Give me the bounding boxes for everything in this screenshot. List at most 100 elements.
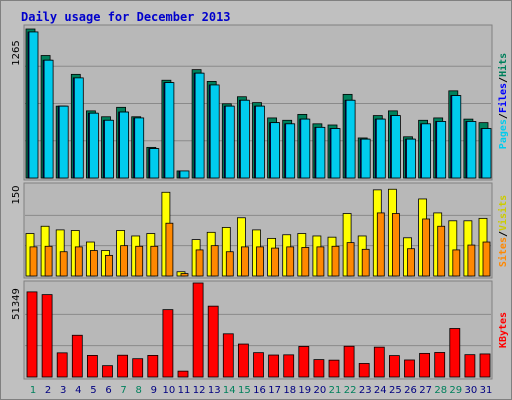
bar-sites (271, 247, 280, 277)
x-tick-label: 30 (465, 385, 478, 396)
x-tick-label: 20 (314, 385, 327, 396)
legend-separator: / (498, 231, 509, 237)
x-axis-day-labels: 1 2 3 4 5 6 7 8 9 10 11 12 13 14 15 16 17 18 19 20 21 22 23 24 2… (30, 385, 493, 396)
x-tick-label: 26 (404, 385, 417, 396)
bar-sites (44, 245, 53, 277)
bar-sites (452, 249, 461, 277)
bar-sites (376, 212, 385, 277)
x-tick-label: 8 (136, 385, 142, 396)
bar-pages (58, 105, 69, 179)
bar-sites (286, 246, 295, 277)
bar-pages (315, 126, 326, 179)
x-tick-label: 11 (178, 385, 191, 396)
bar-kbytes (222, 333, 234, 378)
bar-kbytes (388, 355, 400, 378)
bar-kbytes (162, 309, 174, 378)
bar-kbytes (102, 365, 113, 378)
legend-hits-files-pages: Pages/Files/Hits (497, 53, 509, 149)
y-max-label-visits: 150 (11, 185, 22, 204)
x-tick-label: 16 (253, 385, 266, 396)
legend-sites: Sites (497, 237, 509, 267)
bar-sites (331, 245, 340, 277)
bar-sites (422, 218, 431, 277)
bar-pages (239, 99, 250, 179)
x-tick-label: 12 (193, 385, 206, 396)
bar-pages (255, 105, 265, 179)
x-tick-label: 2 (45, 385, 51, 396)
bar-pages (285, 123, 296, 179)
x-tick-label: 31 (480, 385, 493, 396)
bar-sites (301, 247, 310, 277)
bar-sites (59, 251, 68, 277)
bar-sites (407, 248, 415, 277)
bar-pages (149, 148, 160, 179)
bar-pages (436, 121, 447, 179)
x-tick-label: 25 (389, 385, 402, 396)
bar-pages (330, 128, 341, 179)
x-tick-label: 13 (208, 385, 221, 396)
legend-visits-sites: Sites/Visits (497, 195, 509, 267)
x-tick-label: 14 (223, 385, 236, 396)
bar-sites (210, 245, 219, 277)
bar-pages (73, 77, 84, 179)
bar-pages (345, 99, 356, 179)
bar-pages (164, 82, 175, 179)
bar-pages (390, 115, 401, 179)
bar-kbytes (41, 294, 53, 378)
bar-sites (74, 246, 83, 277)
x-tick-label: 15 (238, 385, 251, 396)
x-tick-label: 23 (359, 385, 372, 396)
x-tick-label: 27 (419, 385, 432, 396)
bar-kbytes (283, 354, 295, 378)
bar-pages (375, 118, 386, 179)
bar-sites (316, 246, 325, 277)
x-tick-label: 1 (30, 385, 36, 396)
x-tick-label: 19 (298, 385, 311, 396)
x-tick-label: 29 (449, 385, 462, 396)
bar-sites (437, 225, 446, 277)
bar-pages (224, 105, 235, 179)
bar-pages (466, 121, 477, 179)
bar-sites (150, 245, 159, 277)
x-tick-label: 28 (434, 385, 447, 396)
bar-pages (28, 31, 39, 179)
bar-pages (209, 84, 220, 179)
bar-kbytes (253, 352, 264, 378)
bar-kbytes (358, 363, 370, 378)
bar-sites (165, 222, 174, 277)
x-tick-label: 5 (90, 385, 96, 396)
bar-pages (360, 138, 371, 179)
legend-files: Files (497, 83, 509, 113)
bar-kbytes (87, 354, 98, 378)
bar-pages (270, 122, 281, 179)
bar-sites (180, 273, 189, 277)
bar-pages (119, 111, 129, 179)
bar-sites (105, 254, 113, 277)
bar-kbytes (298, 346, 310, 378)
bar-kbytes (434, 352, 446, 378)
x-tick-label: 21 (329, 385, 342, 396)
bar-kbytes (56, 352, 68, 378)
bar-sites (225, 251, 234, 277)
bar-kbytes (177, 370, 189, 378)
x-tick-label: 22 (344, 385, 357, 396)
bar-sites (361, 248, 370, 277)
bar-kbytes (449, 328, 461, 378)
bar-pages (481, 128, 492, 179)
bar-pages (43, 59, 54, 179)
bar-pages (421, 123, 432, 179)
bars (25, 28, 492, 378)
bar-kbytes (71, 334, 83, 378)
x-tick-label: 7 (120, 385, 126, 396)
legend-kbytes-label: KBytes (498, 312, 509, 348)
legend-hits: Hits (497, 53, 509, 77)
x-tick-label: 10 (163, 385, 176, 396)
bar-pages (194, 72, 205, 179)
bar-kbytes (479, 353, 491, 378)
bar-sites (346, 242, 355, 277)
bar-sites (391, 213, 400, 277)
bar-sites (135, 245, 144, 277)
bar-sites (467, 244, 476, 277)
